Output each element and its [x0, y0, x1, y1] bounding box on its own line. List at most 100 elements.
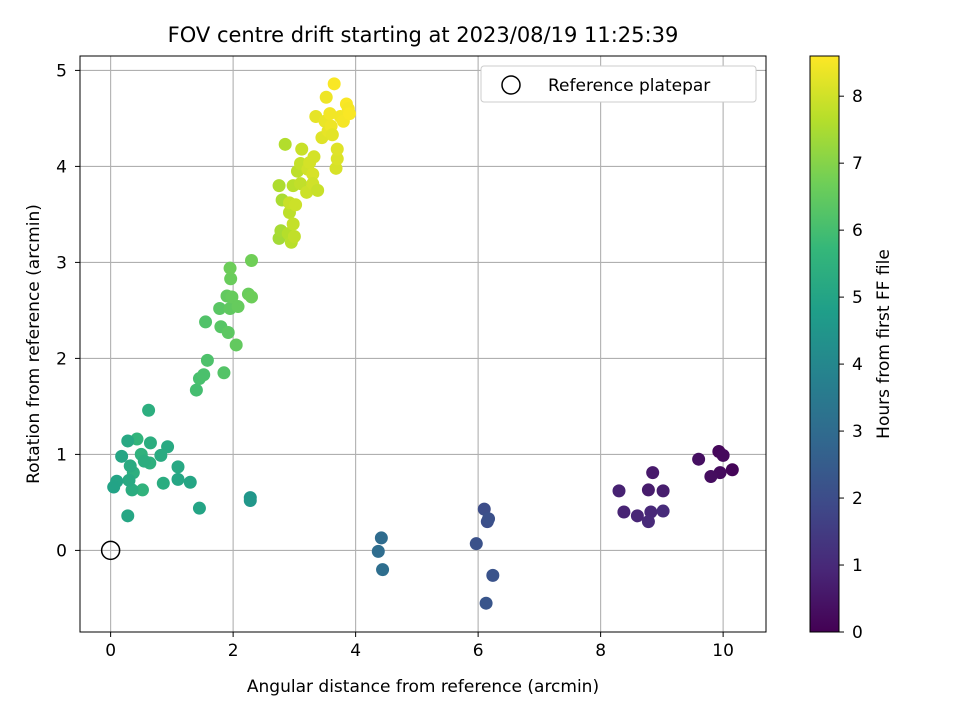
- data-point: [617, 505, 631, 519]
- x-tick-label: 6: [473, 641, 484, 661]
- data-point: [243, 493, 257, 507]
- data-point: [115, 449, 129, 463]
- data-point: [143, 436, 157, 450]
- data-point: [692, 452, 706, 466]
- y-tick-label: 4: [56, 157, 67, 177]
- data-point: [223, 261, 237, 275]
- data-point: [221, 325, 235, 339]
- data-point: [327, 77, 341, 91]
- data-point: [306, 167, 320, 181]
- data-point: [646, 466, 660, 480]
- data-point: [330, 152, 344, 166]
- colorbar: 0 1 2 3 4 5 6 7 8 Hours from first FF file: [809, 55, 894, 643]
- data-point: [656, 504, 670, 518]
- data-point: [641, 483, 655, 497]
- y-tick-label: 2: [56, 349, 67, 369]
- data-point: [123, 459, 137, 473]
- colorbar-label: Hours from first FF file: [874, 249, 894, 439]
- data-point: [217, 366, 231, 380]
- data-point: [656, 484, 670, 498]
- y-tick-label: 0: [56, 541, 67, 561]
- data-point: [189, 383, 203, 397]
- data-point: [704, 469, 718, 483]
- data-point: [122, 473, 136, 487]
- data-point: [107, 480, 121, 494]
- data-point: [323, 107, 337, 121]
- colorbar-tick-label: 3: [852, 422, 863, 442]
- data-point: [311, 183, 325, 197]
- data-point: [199, 315, 213, 329]
- colorbar-tick-label: 6: [852, 221, 863, 241]
- data-point: [325, 128, 339, 142]
- colorbar-tick-label: 1: [852, 556, 863, 576]
- data-point: [213, 301, 227, 315]
- legend-marker-reference: [501, 75, 521, 95]
- data-point: [374, 531, 388, 545]
- data-point: [330, 142, 344, 156]
- data-point: [171, 460, 185, 474]
- data-point: [229, 338, 243, 352]
- colorbar-tick-label: 2: [852, 489, 863, 509]
- colorbar-gradient: [809, 55, 840, 633]
- colorbar-tick-label: 5: [852, 288, 863, 308]
- data-point: [137, 454, 151, 468]
- reference-marker: [100, 540, 121, 561]
- x-tick-label: 0: [105, 641, 116, 661]
- x-axis: 0 2 4 6 8 10: [105, 632, 734, 661]
- data-point: [287, 229, 301, 243]
- data-point: [612, 484, 626, 498]
- data-point: [183, 475, 197, 489]
- x-tick-label: 10: [712, 641, 734, 661]
- y-tick-label: 3: [56, 253, 67, 273]
- data-point: [469, 537, 483, 551]
- data-point: [121, 509, 135, 523]
- legend-box: [480, 65, 757, 103]
- x-tick-label: 2: [228, 641, 239, 661]
- data-point: [142, 403, 156, 417]
- data-point: [272, 179, 286, 193]
- data-point: [307, 150, 321, 164]
- data-point: [121, 434, 135, 448]
- data-point: [486, 568, 500, 582]
- data-point: [135, 483, 149, 497]
- chart-title: FOV centre drift starting at 2023/08/19 …: [168, 23, 679, 47]
- plot-frame: [79, 55, 767, 633]
- data-point: [156, 476, 170, 490]
- data-point: [343, 107, 356, 121]
- data-point: [200, 353, 214, 367]
- data-point: [725, 463, 739, 477]
- data-point: [154, 448, 168, 462]
- data-point: [479, 596, 493, 610]
- scatter-points: [107, 77, 739, 610]
- y-axis: 0 1 2 3 4 5: [56, 61, 80, 561]
- colorbar-ticks: 0 1 2 3 4 5 6 7 8: [839, 87, 863, 643]
- data-point: [630, 509, 644, 523]
- legend: Reference platepar: [480, 65, 757, 103]
- colorbar-tick-label: 8: [852, 87, 863, 107]
- y-tick-label: 1: [56, 445, 67, 465]
- data-point: [192, 501, 206, 515]
- y-axis-label: Rotation from reference (arcmin): [24, 204, 44, 484]
- data-point: [376, 563, 390, 577]
- data-point: [171, 472, 185, 486]
- data-point: [482, 512, 496, 526]
- data-point: [286, 217, 300, 231]
- data-point: [245, 253, 258, 267]
- data-point: [371, 544, 385, 558]
- colorbar-tick-label: 0: [852, 623, 863, 643]
- x-tick-label: 4: [350, 641, 361, 661]
- x-axis-label: Angular distance from reference (arcmin): [247, 677, 599, 697]
- x-tick-label: 8: [595, 641, 606, 661]
- data-point: [641, 515, 655, 529]
- plot-grid: [80, 56, 766, 632]
- data-point: [197, 368, 211, 382]
- data-point: [289, 198, 303, 212]
- data-point: [245, 290, 258, 304]
- data-point: [224, 272, 238, 286]
- data-point: [278, 137, 292, 151]
- colorbar-tick-label: 4: [852, 355, 863, 375]
- data-point: [329, 161, 343, 175]
- data-point: [716, 448, 730, 462]
- colorbar-tick-label: 7: [852, 154, 863, 174]
